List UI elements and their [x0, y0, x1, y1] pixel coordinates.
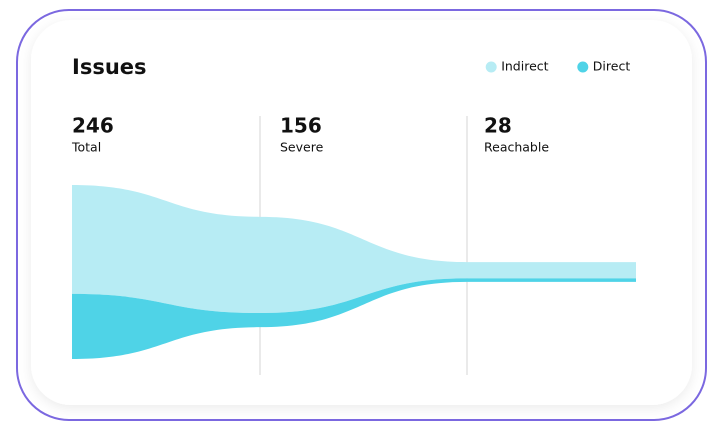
stage-value: 28 — [484, 114, 512, 138]
legend-swatch — [485, 61, 497, 73]
legend-swatch — [577, 61, 589, 73]
funnel-area — [72, 185, 636, 314]
stage-label: Total — [71, 140, 101, 155]
legend-label: Direct — [593, 59, 631, 74]
stage-labels: 246 Total 156 Severe 28 Reachable — [71, 114, 549, 155]
funnel-area — [72, 278, 636, 359]
stage-value: 156 — [280, 114, 322, 138]
stage-label: Reachable — [484, 140, 549, 155]
legend: Direct Indirect — [485, 59, 631, 74]
legend-label: Indirect — [501, 59, 548, 74]
plot — [72, 116, 636, 375]
stage-value: 246 — [72, 114, 114, 138]
stage-label: Severe — [280, 140, 324, 155]
chart-title: Issues — [72, 55, 147, 79]
